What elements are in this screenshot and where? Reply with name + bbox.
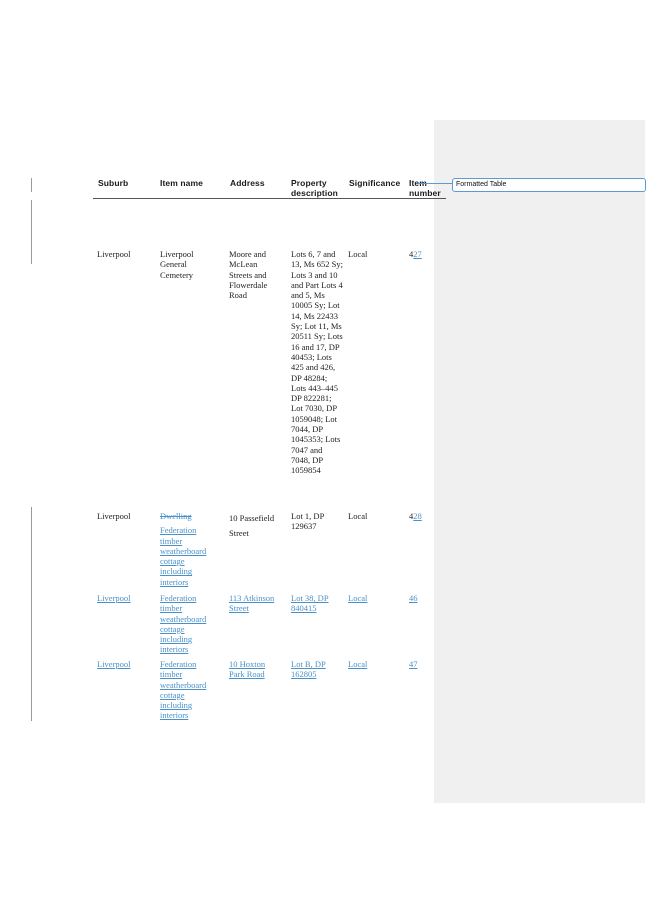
row2-item-number-inserted: 28: [413, 511, 422, 521]
row4-suburb: Liverpool: [97, 659, 131, 669]
row4-property-description: Lot B, DP 162805: [291, 659, 326, 680]
row1-item-number-kept: 4: [409, 249, 414, 259]
row2-suburb: Liverpool: [97, 511, 131, 521]
row3-suburb: Liverpool: [97, 593, 131, 603]
header-property-description: Property description: [291, 178, 338, 198]
row1-property-description: Lots 6, 7 and 13, Ms 652 Sy; Lots 3 and …: [291, 249, 343, 476]
row1-item-number-inserted: 27: [413, 249, 422, 259]
row2-item-name: Dwelling Federation timber weatherboard …: [160, 511, 212, 587]
row1-significance: Local: [348, 249, 368, 259]
row1-item-name: Liverpool General Cemetery: [160, 249, 194, 280]
row2-item-number-kept: 4: [409, 511, 414, 521]
header-item-name: Item name: [160, 178, 203, 188]
header-item-number: Item number: [409, 178, 441, 198]
row2-significance: Local: [348, 511, 368, 521]
header-suburb: Suburb: [98, 178, 129, 188]
row3-property-description: Lot 38, DP 840415: [291, 593, 329, 614]
formatted-table-comment[interactable]: Formatted Table: [452, 178, 646, 192]
row4-item-name: Federation timber weatherboard cottage i…: [160, 659, 207, 721]
row2-item-name-deleted: Dwelling: [160, 511, 192, 521]
row1-suburb: Liverpool: [97, 249, 131, 259]
row3-item-number: 46: [409, 593, 418, 603]
header-significance: Significance: [349, 178, 401, 188]
row3-significance: Local: [348, 593, 368, 603]
row4-address: 10 Hoxton Park Road: [229, 659, 266, 680]
header-address: Address: [230, 178, 265, 188]
comment-pane: [434, 120, 645, 803]
row3-item-name: Federation timber weatherboard cottage i…: [160, 593, 207, 655]
row4-item-number: 47: [409, 659, 418, 669]
row4-significance: Local: [348, 659, 368, 669]
change-bar: [31, 200, 32, 264]
change-bar: [31, 178, 32, 192]
header-rule: [93, 198, 446, 199]
row3-address: 113 Atkinson Street: [229, 593, 275, 614]
change-bar: [31, 507, 32, 721]
row2-property-description: Lot 1, DP 129637: [291, 511, 324, 532]
row1-item-number: 427: [409, 249, 422, 259]
row2-item-name-inserted: Federation timber weatherboard cottage i…: [160, 525, 207, 587]
row2-item-number: 428: [409, 511, 422, 521]
row2-address: 10 Passefield Street: [229, 513, 275, 538]
row1-address: Moore and McLean Streets and Flowerdale …: [229, 249, 268, 301]
comment-leader-line: [418, 183, 452, 184]
